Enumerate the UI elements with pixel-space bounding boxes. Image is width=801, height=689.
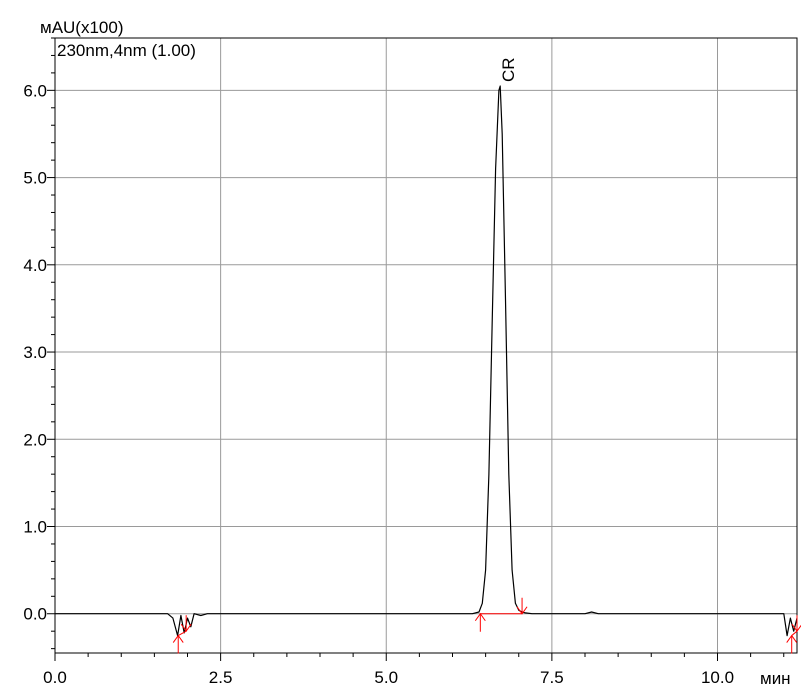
y-tick-label: 3.0 — [23, 343, 47, 362]
integration-marks — [172, 597, 801, 654]
marker-head — [172, 634, 184, 643]
marker-head — [180, 623, 192, 633]
peak-label: CR — [499, 57, 518, 82]
tick-marks — [47, 37, 785, 661]
x-tick-label: 2.5 — [209, 668, 233, 687]
x-unit-label: мин — [760, 669, 791, 688]
y-tick-label: 5.0 — [23, 169, 47, 188]
signal-trace-group — [55, 85, 798, 637]
plot-frame — [54, 37, 798, 654]
x-tick-label: 7.5 — [540, 668, 564, 687]
channel-label: 230nm,4nm (1.00) — [57, 41, 196, 60]
y-tick-label: 6.0 — [23, 81, 47, 100]
peak-labels: CR — [499, 57, 518, 82]
y-tick-label: 1.0 — [23, 518, 47, 537]
marker-head — [516, 606, 528, 615]
y-unit-label: мAU(x100) — [40, 18, 124, 37]
integration-start-marker — [172, 634, 184, 654]
y-tick-label: 4.0 — [23, 256, 47, 275]
y-tick-label: 2.0 — [23, 430, 47, 449]
y-tick-label: 0.0 — [23, 605, 47, 624]
tick-labels: 0.0 1.0 2.0 3.0 4.0 5.0 6.0 0.0 2.5 5.0 7.5 10.0 — [23, 81, 734, 687]
integration-end-marker — [180, 615, 192, 633]
marker-head — [786, 634, 798, 643]
grid-lines — [55, 38, 797, 653]
axes — [54, 37, 798, 654]
marker-head — [474, 612, 486, 622]
marker-head — [791, 623, 801, 633]
signal-trace — [55, 85, 798, 637]
integration-start-marker — [474, 612, 486, 632]
x-tick-label: 5.0 — [374, 668, 398, 687]
integration-baseline — [177, 630, 187, 636]
integration-baseline — [791, 630, 798, 636]
integration-start-marker — [786, 634, 798, 654]
x-tick-label: 10.0 — [701, 668, 734, 687]
integration-end-marker — [791, 615, 801, 633]
integration-end-marker — [516, 597, 528, 615]
x-tick-label: 0.0 — [43, 668, 67, 687]
